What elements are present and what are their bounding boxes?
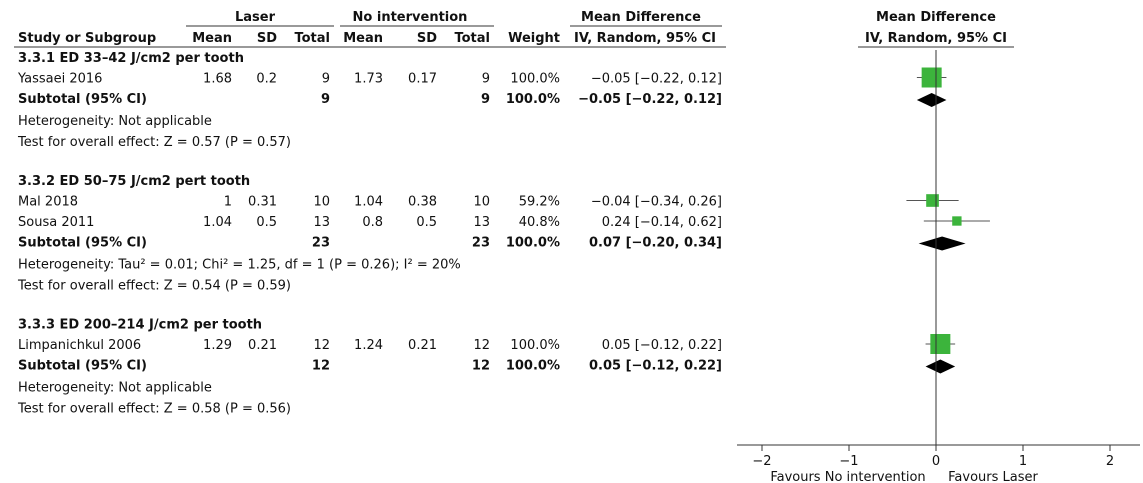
x-label: Favours No intervention [770, 470, 925, 483]
cell: 59.2% [519, 195, 560, 210]
subtotal-weight: 100.0% [506, 236, 560, 251]
subgroup-title: 3.3.3 ED 200–214 J/cm2 per tooth [18, 318, 262, 333]
x-tick-label: −2 [752, 454, 771, 469]
cell: 0.21 [248, 338, 277, 353]
cell: 1.04 [354, 195, 383, 210]
study-square [930, 334, 951, 354]
summary-diamond [916, 93, 947, 107]
heterogeneity: Heterogeneity: Not applicable [18, 114, 212, 129]
overall-test: Test for overall effect: Z = 0.54 (P = 0… [17, 279, 291, 294]
cell: Mal 2018 [18, 195, 78, 210]
x-tick-label: 0 [932, 454, 940, 469]
subtotal-ci: 0.05 [−0.12, 0.22] [589, 359, 722, 374]
column-header: Weight [508, 31, 560, 46]
overall-test: Test for overall effect: Z = 0.57 (P = 0… [17, 135, 291, 150]
subtotal-total: 23 [472, 236, 490, 251]
cell: 10 [313, 195, 330, 210]
x-tick-label: 1 [1019, 454, 1027, 469]
cell: 9 [482, 72, 490, 87]
cell: 1.24 [354, 338, 383, 353]
overall-test: Test for overall effect: Z = 0.58 (P = 0… [17, 402, 291, 417]
subtotal-weight: 100.0% [506, 359, 560, 374]
cell: −0.05 [−0.22, 0.12] [591, 72, 722, 87]
cell: 0.5 [256, 215, 277, 230]
column-header: SD [257, 31, 277, 46]
column-header: Study or Subgroup [18, 31, 156, 46]
cell: 0.24 [−0.14, 0.62] [602, 215, 722, 230]
subtotal-total: 9 [321, 92, 330, 107]
subgroup-title: 3.3.2 ED 50–75 J/cm2 pert tooth [18, 174, 250, 189]
subtotal-label: Subtotal (95% CI) [18, 236, 147, 251]
group-header: Mean Difference [581, 10, 701, 25]
cell: 1.68 [203, 72, 232, 87]
cell: 0.8 [362, 215, 383, 230]
column-header: Total [294, 31, 330, 46]
cell: 1.04 [203, 215, 232, 230]
summary-diamond [925, 359, 956, 374]
cell: 13 [313, 215, 330, 230]
cell: 100.0% [510, 338, 560, 353]
cell: 0.2 [256, 72, 277, 87]
subtotal-ci: 0.07 [−0.20, 0.34] [589, 236, 722, 251]
column-header: SD [417, 31, 437, 46]
heterogeneity: Heterogeneity: Not applicable [18, 381, 212, 396]
column-header: Total [454, 31, 490, 46]
subtotal-label: Subtotal (95% CI) [18, 359, 147, 374]
x-label: Favours Laser [948, 470, 1038, 483]
cell: 1 [224, 195, 232, 210]
column-header: Mean [343, 31, 383, 46]
subtotal-label: Subtotal (95% CI) [18, 92, 147, 107]
cell: 12 [473, 338, 490, 353]
plot-subtitle: IV, Random, 95% CI [865, 31, 1007, 46]
cell: 0.21 [408, 338, 437, 353]
cell: 12 [313, 338, 330, 353]
cell: 9 [322, 72, 330, 87]
subtotal-total: 12 [472, 359, 490, 374]
cell: 0.05 [−0.12, 0.22] [602, 338, 722, 353]
cell: Limpanichkul 2006 [18, 338, 141, 353]
subtotal-total: 12 [312, 359, 330, 374]
column-header: Mean [192, 31, 232, 46]
cell: 1.73 [354, 72, 383, 87]
cell: −0.04 [−0.34, 0.26] [591, 195, 722, 210]
group-header: No intervention [353, 10, 468, 25]
study-square [926, 194, 939, 207]
x-tick-label: 2 [1106, 454, 1114, 469]
cell: 40.8% [519, 215, 560, 230]
study-square [952, 216, 962, 226]
cell: 0.31 [248, 195, 277, 210]
subtotal-ci: −0.05 [−0.22, 0.12] [578, 92, 722, 107]
x-tick-label: −1 [839, 454, 858, 469]
cell: 13 [473, 215, 490, 230]
study-square [921, 67, 942, 88]
cell: 1.29 [203, 338, 232, 353]
group-header: Laser [235, 10, 276, 25]
subtotal-total: 23 [312, 236, 330, 251]
subgroup-title: 3.3.1 ED 33–42 J/cm2 per tooth [18, 51, 244, 66]
summary-diamond [918, 236, 966, 251]
cell: Sousa 2011 [18, 215, 94, 230]
subtotal-weight: 100.0% [506, 92, 560, 107]
subtotal-total: 9 [481, 92, 490, 107]
cell: 10 [473, 195, 490, 210]
column-header: IV, Random, 95% CI [574, 31, 716, 46]
cell: 0.38 [408, 195, 437, 210]
heterogeneity: Heterogeneity: Tau² = 0.01; Chi² = 1.25,… [18, 258, 461, 273]
cell: 0.5 [416, 215, 437, 230]
cell: 100.0% [510, 72, 560, 87]
plot-title: Mean Difference [876, 10, 996, 25]
cell: 0.17 [408, 72, 437, 87]
cell: Yassaei 2016 [17, 72, 102, 87]
